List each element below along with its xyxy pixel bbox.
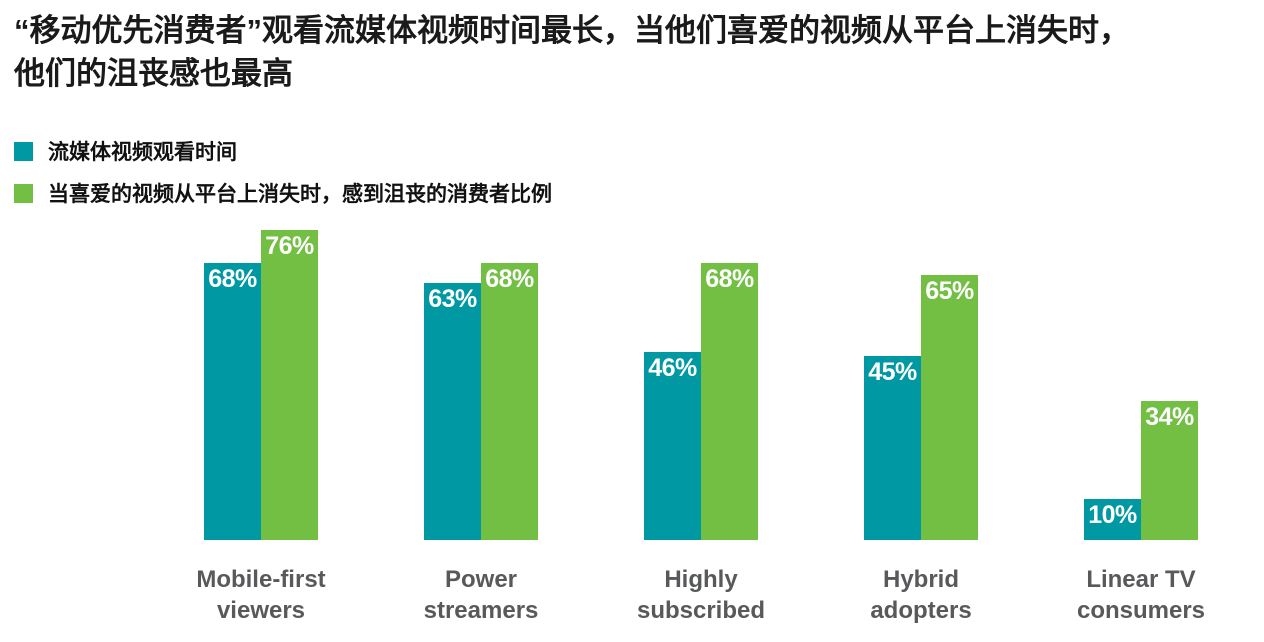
bar-green: 76%	[261, 230, 318, 540]
category-label: Highly subscribed	[636, 566, 766, 624]
bar-group: 68% 76% Mobile-first viewers	[151, 230, 371, 626]
legend-label-streaming-time: 流媒体视频观看时间	[48, 141, 237, 164]
legend: 流媒体视频观看时间 当喜爱的视频从平台上消失时，感到沮丧的消费者比例	[14, 136, 552, 208]
category-label: Hybrid adopters	[870, 566, 972, 624]
bar-pair: 46% 68%	[644, 230, 758, 540]
bar-value-label: 68%	[485, 265, 534, 293]
bar-group: 10% 34% Linear TV consumers	[1031, 230, 1251, 626]
bar-value-label: 45%	[868, 358, 917, 386]
bar-teal: 63%	[424, 283, 481, 540]
category-label: Mobile-first viewers	[196, 566, 326, 624]
bar-value-label: 65%	[925, 277, 974, 305]
bar-group: 46% 68% Highly subscribed	[591, 230, 811, 626]
bar-value-label: 68%	[208, 265, 257, 293]
category-label: Power streamers	[423, 566, 539, 624]
bar-value-label: 46%	[648, 354, 697, 382]
chart-title-line-1: “移动优先消费者”观看流媒体视频时间最长，当他们喜爱的视频从平台上消失时，	[14, 13, 1130, 48]
legend-swatch-teal-icon	[14, 141, 33, 161]
bar-green: 65%	[921, 275, 978, 540]
bar-green: 68%	[701, 263, 758, 540]
bar-pair: 10% 34%	[1084, 230, 1198, 540]
bar-value-label: 10%	[1088, 501, 1137, 529]
legend-label-frustrated-share: 当喜爱的视频从平台上消失时，感到沮丧的消费者比例	[48, 183, 552, 206]
bar-pair: 68% 76%	[204, 230, 318, 540]
bar-pair: 45% 65%	[864, 230, 978, 540]
bar-group: 63% 68% Power streamers	[371, 230, 591, 626]
bar-green: 34%	[1141, 401, 1198, 540]
category-label: Linear TV consumers	[1076, 566, 1206, 624]
bar-group: 45% 65% Hybrid adopters	[811, 230, 1031, 626]
bar-teal: 45%	[864, 356, 921, 540]
chart-title-line-2: 他们的沮丧感也最高	[14, 56, 293, 91]
legend-item-frustrated-share: 当喜爱的视频从平台上消失时，感到沮丧的消费者比例	[14, 178, 552, 208]
chart-title: “移动优先消费者”观看流媒体视频时间最长，当他们喜爱的视频从平台上消失时， 他们…	[14, 9, 1130, 95]
bar-teal: 10%	[1084, 499, 1141, 540]
bar-value-label: 34%	[1145, 403, 1194, 431]
bar-value-label: 68%	[705, 265, 754, 293]
bar-green: 68%	[481, 263, 538, 540]
legend-item-streaming-time: 流媒体视频观看时间	[14, 136, 552, 166]
bar-teal: 46%	[644, 352, 701, 540]
legend-swatch-green-icon	[14, 183, 33, 203]
bar-chart: 68% 76% Mobile-first viewers 63% 68% Power st…	[151, 230, 1251, 626]
bar-value-label: 76%	[265, 232, 314, 260]
bar-value-label: 63%	[428, 285, 477, 313]
bar-pair: 63% 68%	[424, 230, 538, 540]
bar-teal: 68%	[204, 263, 261, 540]
